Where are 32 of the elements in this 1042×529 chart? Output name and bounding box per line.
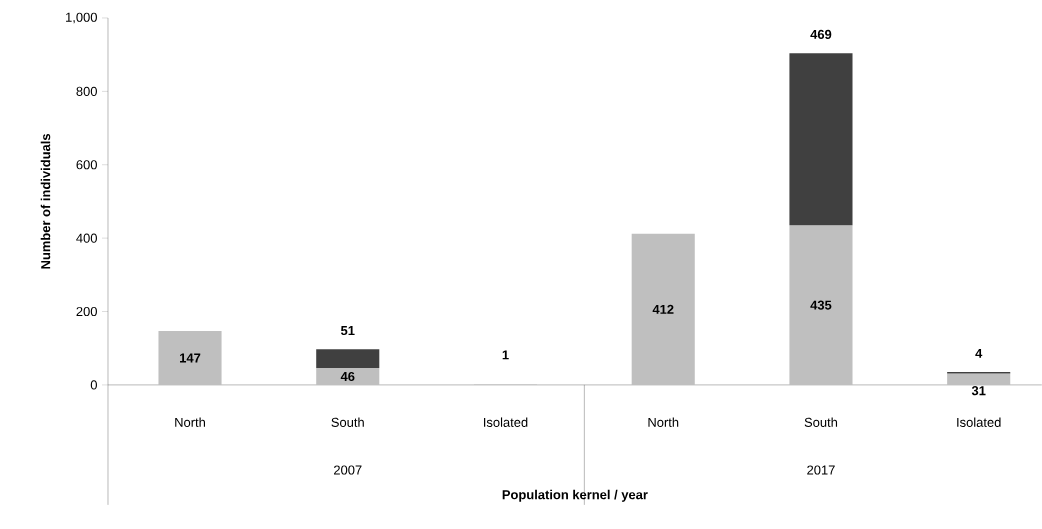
data-label: 412 (652, 304, 674, 314)
y-tick-label: 1,000 (66, 12, 97, 24)
text: 2017 (807, 465, 835, 475)
y-tick-label: 800 (76, 86, 97, 97)
y-tick-label: 400 (76, 233, 97, 243)
bar (631, 233, 695, 385)
y-tick-label: 600 (76, 160, 97, 170)
x-tick-label: South (804, 417, 838, 427)
y-tick-label: 200 (76, 307, 97, 317)
x-tick-label: Isolated (484, 417, 528, 427)
data-label: 435 (810, 300, 832, 310)
bar (316, 349, 380, 369)
x-tick-label: North (648, 417, 679, 427)
bar (789, 53, 853, 226)
data-label: 469 (810, 29, 832, 40)
x-tick-label: North (175, 417, 205, 427)
bar (316, 368, 380, 385)
data-label: 31 (971, 386, 986, 396)
data-label: 147 (180, 353, 201, 363)
y-axis-title: Number of individuals (40, 134, 51, 269)
text: 2007 (334, 465, 362, 475)
x-tick-label: Isolated (957, 417, 1001, 427)
y-tick-label: 0 (90, 380, 97, 390)
bar (158, 331, 222, 385)
data-label: 1 (502, 350, 509, 360)
data-label: 46 (340, 371, 355, 382)
data-label: 51 (340, 326, 355, 336)
data-label: 4 (975, 349, 983, 358)
bar (789, 225, 853, 385)
bar (947, 373, 1011, 385)
x-axis-title: Population kernel / year (502, 489, 648, 502)
x-tick-label: South (331, 417, 364, 427)
